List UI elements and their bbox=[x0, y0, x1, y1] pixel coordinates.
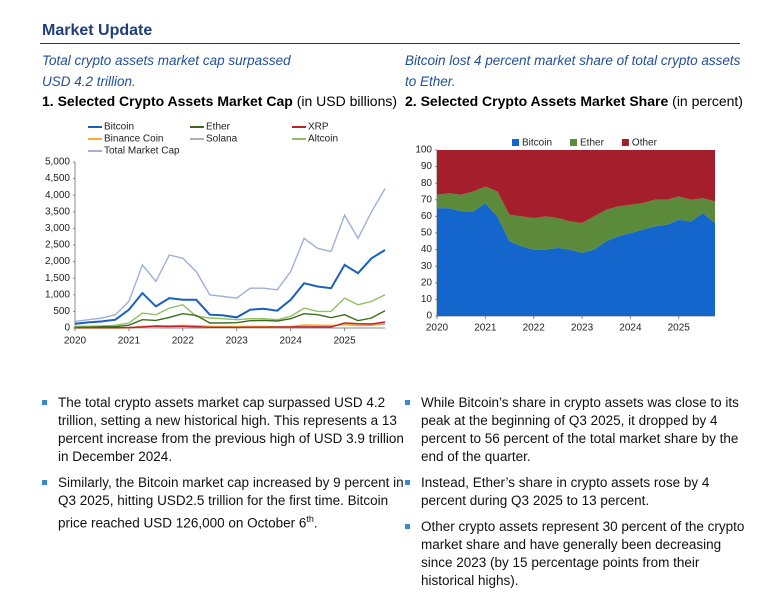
header-rule bbox=[40, 43, 740, 44]
bullet: While Bitcoin’s share in crypto assets w… bbox=[405, 394, 745, 466]
bullet: The total crypto assets market cap surpa… bbox=[42, 394, 404, 466]
y-tick-label: 70 bbox=[421, 194, 433, 205]
legend-label: Total Market Cap bbox=[104, 146, 180, 157]
series-line bbox=[74, 249, 386, 325]
series-area bbox=[437, 186, 715, 253]
bullet-text: Other crypto assets represent 30 percent… bbox=[421, 519, 745, 588]
x-tick-label: 2025 bbox=[333, 336, 356, 347]
legend-label: Solana bbox=[206, 134, 238, 145]
x-tick-label: 2020 bbox=[64, 336, 87, 347]
legend-label: Binance Coin bbox=[104, 134, 163, 145]
y-tick-label: 20 bbox=[421, 277, 433, 288]
y-tick-label: 3,500 bbox=[45, 206, 70, 217]
chart-title-main: 2. Selected Crypto Assets Market Share bbox=[405, 93, 669, 109]
x-tick-label: 2024 bbox=[619, 323, 642, 334]
lead-left: Total crypto assets market cap surpassed… bbox=[42, 53, 291, 89]
y-tick-label: 2,500 bbox=[45, 240, 70, 251]
legend-label: Bitcoin bbox=[522, 138, 552, 149]
series-line bbox=[75, 294, 386, 327]
chart-title: 1. Selected Crypto Assets Market Cap (in… bbox=[42, 93, 397, 109]
y-tick-label: 4,000 bbox=[45, 190, 70, 201]
legend-label: Altcoin bbox=[308, 134, 338, 145]
x-tick-label: 2021 bbox=[474, 323, 497, 334]
bullet: Instead, Ether’s share in crypto assets … bbox=[405, 474, 745, 510]
bullet-text: The total crypto assets market cap surpa… bbox=[58, 395, 404, 464]
x-tick-label: 2025 bbox=[668, 323, 691, 334]
y-tick-label: 50 bbox=[421, 228, 433, 239]
bullet-text: Instead, Ether’s share in crypto assets … bbox=[421, 475, 710, 508]
chart-unit: (in USD billions) bbox=[296, 93, 398, 109]
y-tick-label: 5,000 bbox=[45, 157, 70, 168]
legend-swatch bbox=[621, 139, 629, 146]
bullets-left: The total crypto assets market cap surpa… bbox=[42, 394, 404, 541]
y-tick-label: 100 bbox=[415, 145, 432, 156]
y-tick-label: 90 bbox=[421, 161, 433, 172]
y-tick-label: 1,500 bbox=[45, 273, 70, 284]
y-tick-label: 10 bbox=[421, 294, 433, 305]
bullet-text: . bbox=[313, 515, 318, 531]
y-tick-label: 0 bbox=[64, 323, 70, 334]
y-tick-label: 30 bbox=[421, 261, 433, 272]
x-tick-label: 2022 bbox=[523, 323, 546, 334]
y-tick-label: 80 bbox=[421, 178, 433, 189]
y-tick-label: 4,500 bbox=[45, 173, 70, 184]
chart-unit: (in percent) bbox=[672, 93, 743, 109]
y-tick-label: 3,000 bbox=[45, 223, 70, 234]
y-tick-label: 2,000 bbox=[45, 256, 70, 267]
x-tick-label: 2023 bbox=[571, 323, 594, 334]
series-line bbox=[74, 310, 386, 329]
legend-label: Other bbox=[632, 138, 658, 149]
x-tick-label: 2023 bbox=[226, 336, 249, 347]
chart-title: 2. Selected Crypto Assets Market Share (… bbox=[405, 93, 743, 109]
bullet-text: th bbox=[306, 514, 314, 524]
chart-market-share: 0 10 20 30 40 50 60 70 80 90 100 2020 2021 2022 2023 20… bbox=[415, 138, 715, 334]
bullets-right: While Bitcoin’s share in crypto assets w… bbox=[405, 394, 745, 598]
series-area bbox=[437, 150, 715, 223]
page-title: Market Update bbox=[42, 22, 153, 39]
series-line bbox=[75, 321, 386, 329]
bullet: Similarly, the Bitcoin market cap increa… bbox=[42, 474, 404, 533]
legend-swatch bbox=[512, 139, 519, 146]
y-tick-label: 1,000 bbox=[45, 289, 70, 300]
y-tick-label: 40 bbox=[421, 244, 433, 255]
y-tick-label: 500 bbox=[53, 306, 70, 317]
series-line bbox=[74, 188, 386, 323]
lead-right: Bitcoin lost 4 percent market share of t… bbox=[405, 53, 741, 89]
bullet: Other crypto assets represent 30 percent… bbox=[405, 518, 745, 590]
y-tick-label: 60 bbox=[421, 211, 433, 222]
x-tick-label: 2021 bbox=[118, 336, 141, 347]
chart-title-main: 1. Selected Crypto Assets Market Cap bbox=[42, 93, 293, 109]
series-area bbox=[437, 203, 715, 316]
bullet-text: Similarly, the Bitcoin market cap increa… bbox=[58, 475, 404, 531]
chart-market-cap: 0 500 1,000 1,500 2,000 2,500 3,000 3,500 4,000 4… bbox=[45, 122, 386, 347]
legend-label: Ether bbox=[580, 138, 605, 149]
y-tick-label: 0 bbox=[426, 311, 432, 322]
x-tick-label: 2024 bbox=[280, 336, 303, 347]
bullet-text: While Bitcoin’s share in crypto assets w… bbox=[421, 395, 739, 464]
x-tick-label: 2022 bbox=[172, 336, 195, 347]
x-tick-label: 2020 bbox=[426, 323, 449, 334]
legend-label: Ether bbox=[206, 122, 231, 133]
legend-label: XRP bbox=[308, 122, 329, 133]
legend-swatch bbox=[570, 139, 578, 146]
legend-label: Bitcoin bbox=[104, 122, 134, 133]
